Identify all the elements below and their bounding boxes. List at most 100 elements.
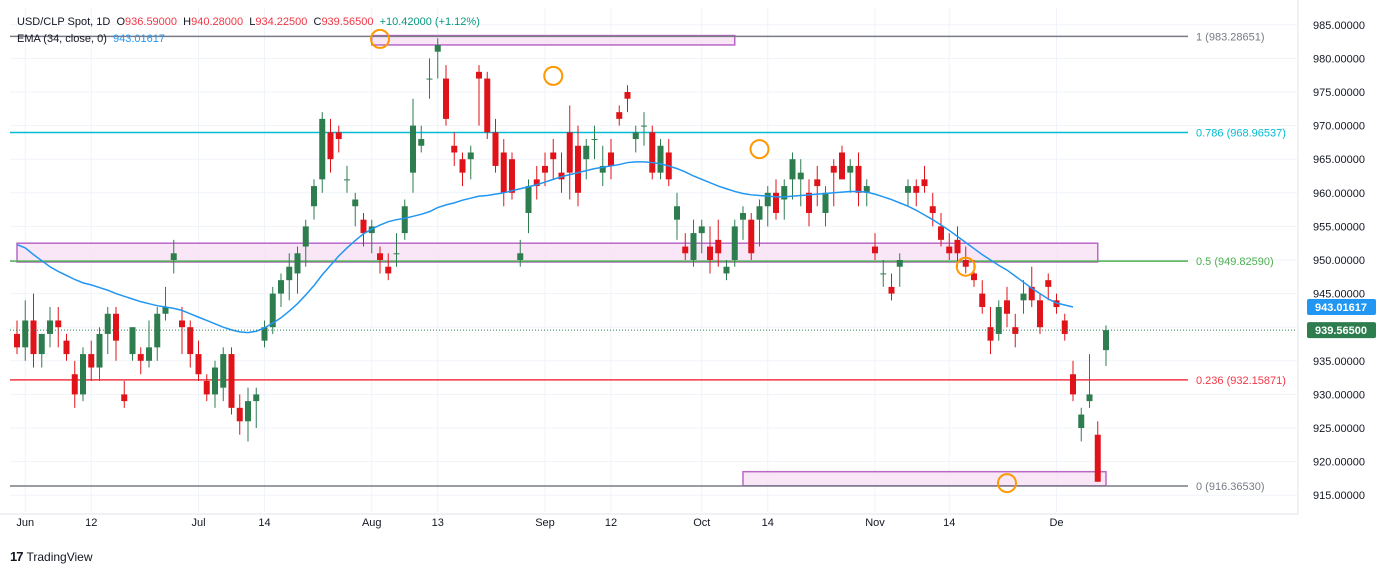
supply-demand-zone	[742, 470, 1107, 487]
candle-body	[748, 219, 755, 254]
x-tick-label: 13	[432, 517, 444, 529]
candle-body	[723, 266, 730, 274]
candle-body	[410, 125, 416, 173]
candle-body	[550, 152, 557, 160]
candle-body	[921, 179, 928, 187]
candle-body	[542, 165, 548, 173]
fib-level-label: 0.236 (932.15871)	[1196, 375, 1286, 387]
candle-body	[929, 206, 936, 213]
candle-body	[261, 327, 268, 341]
candle-body	[1078, 414, 1085, 428]
candle-body	[822, 192, 829, 213]
candle-body	[426, 78, 433, 80]
candle-body	[294, 253, 301, 274]
candle-body	[641, 125, 647, 127]
candle-body	[954, 239, 961, 254]
candle-body	[1045, 280, 1052, 287]
y-tick-label: 970.00000	[1313, 121, 1365, 133]
swing-marker-circle	[955, 256, 976, 277]
open-value: 936.59000	[125, 16, 178, 28]
candle-body	[245, 401, 251, 422]
y-tick-label: 985.00000	[1313, 20, 1365, 32]
candle-body	[467, 152, 474, 160]
candle-body	[731, 226, 738, 260]
x-tick-label: 14	[943, 517, 955, 529]
fib-level-label: 1 (983.28651)	[1196, 31, 1265, 43]
candle-body	[872, 246, 878, 254]
low-value: 934.22500	[255, 16, 308, 28]
candle-body	[220, 354, 227, 388]
x-tick-label: Jun	[16, 517, 34, 529]
candle-body	[632, 132, 639, 140]
y-tick-label: 960.00000	[1313, 188, 1365, 200]
candle-body	[995, 307, 1002, 334]
x-tick-label: Oct	[693, 517, 710, 529]
y-tick-label: 915.00000	[1313, 490, 1365, 502]
y-tick-label: 950.00000	[1313, 255, 1365, 267]
candle-body	[236, 407, 243, 422]
candle-body	[756, 206, 763, 220]
candle-body	[38, 333, 45, 355]
candle-body	[971, 273, 977, 281]
candle-body	[1028, 286, 1035, 301]
tradingview-brand[interactable]: 17 TradingView	[10, 549, 93, 564]
candle-body	[162, 307, 169, 314]
candle-body	[1020, 293, 1027, 301]
swing-marker-circle	[370, 28, 390, 49]
candle-body	[104, 313, 111, 334]
candle-body	[888, 286, 895, 294]
candle-body	[839, 152, 845, 180]
candle-body	[707, 246, 713, 260]
candle-body	[616, 112, 623, 119]
candle-body	[533, 179, 540, 187]
y-tick-label: 930.00000	[1313, 389, 1365, 401]
candle-body	[253, 394, 260, 402]
ema-value: 943.01617	[113, 33, 165, 45]
candle-body	[203, 380, 210, 395]
candle-body	[137, 354, 144, 361]
y-tick-label: 965.00000	[1313, 154, 1365, 166]
candle-body	[195, 354, 202, 375]
y-tick-label: 925.00000	[1313, 423, 1365, 435]
candle-body	[228, 354, 235, 408]
candle-body	[773, 192, 779, 213]
chart-legend: USD/CLP Spot, 1D O936.59000 H940.28000 L…	[17, 14, 480, 48]
candle-body	[80, 354, 86, 395]
candle-body	[302, 226, 309, 247]
candle-body	[352, 199, 359, 207]
candle-body	[286, 266, 293, 281]
candle-body	[113, 313, 119, 341]
candle-body	[599, 165, 606, 173]
candle-body	[1061, 320, 1068, 334]
candle-body	[583, 145, 590, 160]
candle-body	[896, 260, 903, 267]
candle-body	[212, 367, 218, 395]
x-tick-label: 12	[605, 517, 617, 529]
close-label: C	[313, 16, 322, 28]
candle-body	[698, 226, 705, 234]
candle-body	[319, 118, 326, 180]
last-price-badge-bg	[1307, 322, 1376, 339]
candle-body	[830, 165, 837, 173]
candle-body	[492, 132, 499, 166]
x-tick-label: 14	[258, 517, 270, 529]
candle-body	[624, 92, 631, 99]
candle-body	[1103, 330, 1109, 351]
candle-body	[55, 320, 62, 328]
candle-body	[63, 340, 70, 355]
candle-body	[863, 186, 870, 193]
swing-marker-circle	[543, 65, 564, 86]
candle-body	[377, 253, 383, 260]
x-tick-label: Jul	[191, 517, 205, 529]
candle-body	[47, 320, 53, 334]
y-tick-label: 945.00000	[1313, 289, 1365, 301]
x-tick-label: Sep	[535, 517, 555, 529]
swing-marker-circle	[997, 473, 1017, 494]
candle-body	[1070, 374, 1076, 395]
x-tick-label: 14	[762, 517, 774, 529]
y-tick-label: 920.00000	[1313, 457, 1365, 469]
candle-body	[187, 327, 194, 355]
candle-body	[129, 327, 136, 355]
candle-body	[269, 293, 276, 328]
